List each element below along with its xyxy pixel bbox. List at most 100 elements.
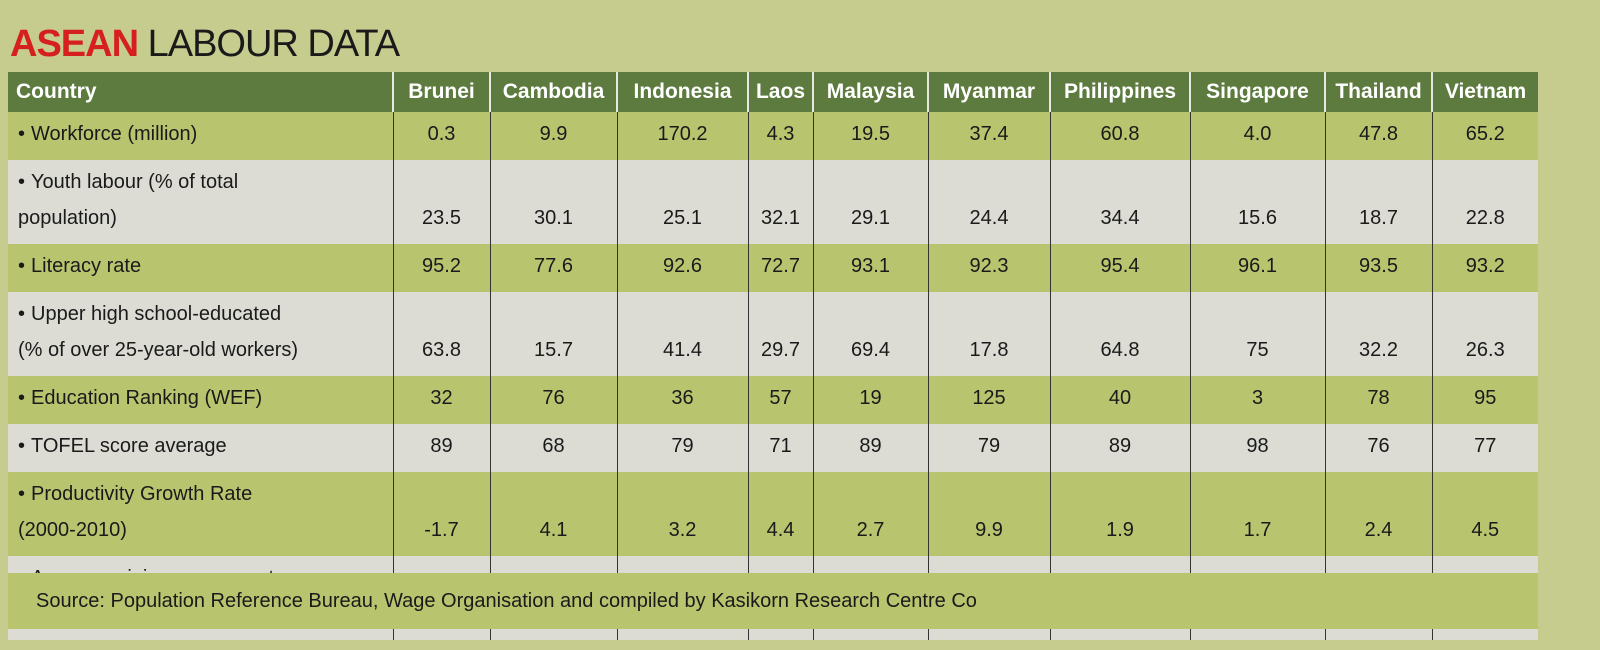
row-label-line: Youth labour (% of total [18, 164, 389, 200]
row-label: Workforce (million) [8, 112, 394, 160]
value-cell: 9.9 [490, 112, 618, 160]
value-cell: 98 [1190, 424, 1326, 472]
header-cell: Country [8, 72, 394, 112]
labour-table: Country Brunei Cambodia Indonesia Laos Malays… [8, 72, 1538, 640]
value-cell: 1.9 [1050, 472, 1191, 556]
value-cell: 71 [748, 424, 814, 472]
title: ASEAN LABOUR DATA [10, 22, 401, 66]
table-row: Upper high school-educated (% of over 25-… [8, 292, 1538, 376]
value-cell: 79 [928, 424, 1051, 472]
value-cell: -1.7 [393, 472, 491, 556]
row-label: Productivity Growth Rate (2000-2010) [8, 472, 394, 556]
title-highlight: ASEAN [10, 23, 139, 65]
value-cell: 0.3 [393, 112, 491, 160]
value-cell: 29.7 [748, 292, 814, 376]
value-cell: 41.4 [617, 292, 749, 376]
row-label: Youth labour (% of total population) [8, 160, 394, 244]
value-cell: 15.6 [1190, 160, 1326, 244]
value-cell: 18.7 [1325, 160, 1433, 244]
header-cell: Philippines [1050, 72, 1191, 112]
value-cell: 95.2 [393, 244, 491, 292]
value-cell: 4.1 [490, 472, 618, 556]
table-row: Literacy rate95.277.692.672.793.192.395.… [8, 244, 1538, 292]
source: Source: Population Reference Bureau, Wag… [8, 573, 1538, 629]
value-cell: 25.1 [617, 160, 749, 244]
header-cell: Thailand [1325, 72, 1433, 112]
table-row: Education Ranking (WEF)32763657191254037… [8, 376, 1538, 424]
header-cell: Vietnam [1432, 72, 1538, 112]
value-cell: 30.1 [490, 160, 618, 244]
row-label-line: Upper high school-educated [18, 296, 389, 332]
value-cell: 24.4 [928, 160, 1051, 244]
value-cell: 32 [393, 376, 491, 424]
value-cell: 47.8 [1325, 112, 1433, 160]
value-cell: 23.5 [393, 160, 491, 244]
value-cell: 4.5 [1432, 472, 1538, 556]
title-rest: LABOUR DATA [147, 23, 401, 65]
value-cell: 92.3 [928, 244, 1051, 292]
row-label: TOFEL score average [8, 424, 394, 472]
value-cell: 64.8 [1050, 292, 1191, 376]
value-cell: 77 [1432, 424, 1538, 472]
value-cell: 93.2 [1432, 244, 1538, 292]
header-cell: Cambodia [490, 72, 618, 112]
header-cell: Indonesia [617, 72, 749, 112]
value-cell: 95.4 [1050, 244, 1191, 292]
value-cell: 65.2 [1432, 112, 1538, 160]
value-cell: 40 [1050, 376, 1191, 424]
table-row: Youth labour (% of totalpopulation)23.53… [8, 160, 1538, 244]
value-cell: 4.4 [748, 472, 814, 556]
header-cell: Laos [748, 72, 814, 112]
row-label-line: (% of over 25-year-old workers) [18, 339, 299, 361]
value-cell: 76 [1325, 424, 1433, 472]
row-label: Upper high school-educated (% of over 25-… [8, 292, 394, 376]
value-cell: 32.1 [748, 160, 814, 244]
table-row: Productivity Growth Rate(2000-2010)-1.74… [8, 472, 1538, 556]
value-cell: 89 [813, 424, 929, 472]
value-cell: 89 [393, 424, 491, 472]
value-cell: 96.1 [1190, 244, 1326, 292]
header-row: Country Brunei Cambodia Indonesia Laos Malays… [8, 72, 1538, 112]
value-cell: 19 [813, 376, 929, 424]
value-cell: 93.1 [813, 244, 929, 292]
value-cell: 37.4 [928, 112, 1051, 160]
value-cell: 75 [1190, 292, 1326, 376]
value-cell: 34.4 [1050, 160, 1191, 244]
row-label-line: Productivity Growth Rate [18, 476, 389, 512]
value-cell: 125 [928, 376, 1051, 424]
value-cell: 22.8 [1432, 160, 1538, 244]
value-cell: 57 [748, 376, 814, 424]
value-cell: 79 [617, 424, 749, 472]
row-label-line: (2000-2010) [18, 519, 127, 541]
value-cell: 72.7 [748, 244, 814, 292]
value-cell: 19.5 [813, 112, 929, 160]
value-cell: 29.1 [813, 160, 929, 244]
value-cell: 9.9 [928, 472, 1051, 556]
value-cell: 2.7 [813, 472, 929, 556]
header-cell: Myanmar [928, 72, 1051, 112]
value-cell: 93.5 [1325, 244, 1433, 292]
value-cell: 170.2 [617, 112, 749, 160]
value-cell: 77.6 [490, 244, 618, 292]
header-cell: Singapore [1190, 72, 1326, 112]
value-cell: 15.7 [490, 292, 618, 376]
value-cell: 95 [1432, 376, 1538, 424]
value-cell: 69.4 [813, 292, 929, 376]
value-cell: 32.2 [1325, 292, 1433, 376]
row-label-line: Education Ranking (WEF) [18, 380, 389, 416]
value-cell: 68 [490, 424, 618, 472]
row-label-line: Literacy rate [18, 248, 389, 284]
value-cell: 78 [1325, 376, 1433, 424]
value-cell: 17.8 [928, 292, 1051, 376]
table-row: Workforce (million)0.39.9170.24.319.537.… [8, 112, 1538, 160]
value-cell: 60.8 [1050, 112, 1191, 160]
header-cell: Malaysia [813, 72, 929, 112]
value-cell: 92.6 [617, 244, 749, 292]
value-cell: 89 [1050, 424, 1191, 472]
row-label: Literacy rate [8, 244, 394, 292]
row-label-line: Workforce (million) [18, 116, 389, 152]
table-body: Workforce (million)0.39.9170.24.319.537.… [8, 112, 1538, 640]
value-cell: 36 [617, 376, 749, 424]
